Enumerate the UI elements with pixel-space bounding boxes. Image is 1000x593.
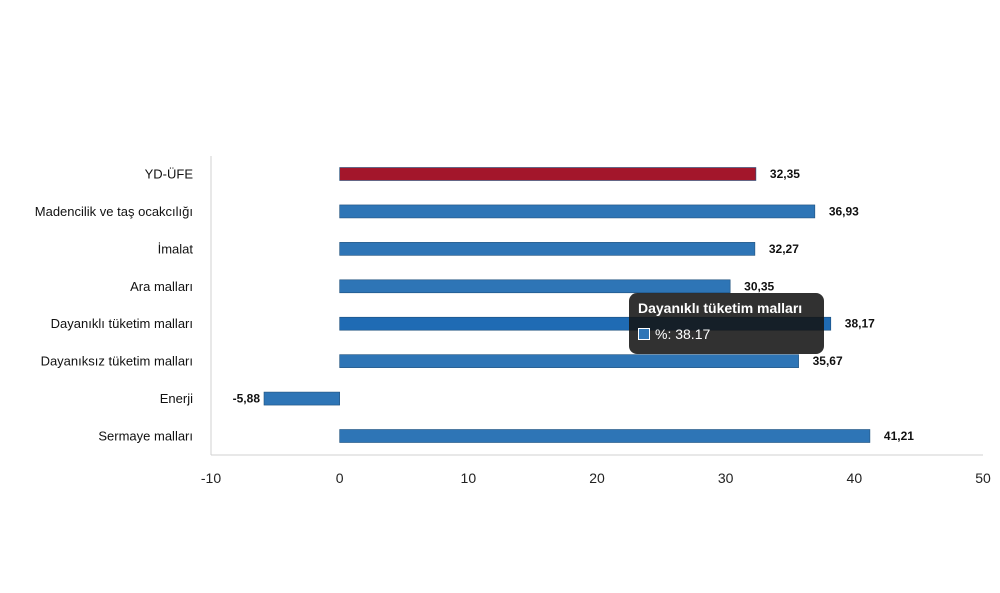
tooltip-title: Dayanıklı tüketim malları [638,300,803,316]
x-tick-label: 10 [461,470,477,486]
data-label: 41,21 [884,429,914,443]
chart-bars [263,167,871,443]
category-label: Dayanıksız tüketim malları [41,354,193,369]
bar[interactable] [339,242,756,256]
bar[interactable] [339,354,799,368]
data-label: -5,88 [233,392,261,406]
data-label: 32,27 [769,242,799,256]
tooltip-value: %: 38.17 [655,326,711,342]
tooltip-value-row: %: 38.17 [638,326,815,342]
chart-axes [210,156,983,456]
x-tick-label: 40 [847,470,863,486]
bar[interactable] [263,391,340,406]
category-label: İmalat [158,241,194,256]
category-labels: YD-ÜFE Madencilik ve taş ocakcılığı İmalat… [35,167,194,444]
x-tick-labels: -10 0 10 20 30 40 50 [201,470,991,486]
category-label: Ara malları [130,279,193,294]
category-label: YD-ÜFE [145,167,194,182]
hover-tooltip: Dayanıklı tüketim malları %: 38.17 [629,293,824,354]
data-label: 38,17 [845,317,875,331]
category-label: Madencilik ve taş ocakcılığı [35,204,193,219]
data-label: 30,35 [744,279,774,293]
category-label: Sermaye malları [98,429,193,444]
x-tick-label: 30 [718,470,734,486]
data-label: 32,35 [770,167,800,181]
category-label: Enerji [160,391,193,406]
bar[interactable] [339,167,757,181]
data-label: 35,67 [813,354,843,368]
x-tick-label: 0 [336,470,344,486]
data-label: 36,93 [829,204,859,218]
tooltip-series-swatch [638,328,650,340]
bar[interactable] [339,279,731,294]
bar[interactable] [339,204,816,219]
x-tick-label: -10 [201,470,221,486]
x-tick-label: 20 [589,470,605,486]
category-label: Dayanıklı tüketim malları [51,316,193,331]
x-tick-label: 50 [975,470,991,486]
value-labels: 32,35 36,93 32,27 30,35 38,17 35,67 -5,88 41,21 [233,167,915,443]
bar[interactable] [339,429,871,443]
